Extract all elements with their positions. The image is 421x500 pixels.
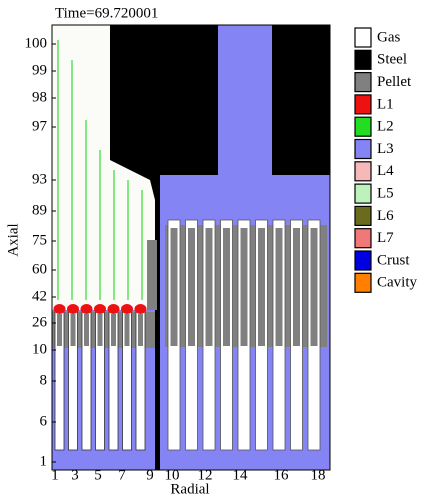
legend-label: L5 xyxy=(377,186,394,202)
legend-label: L4 xyxy=(377,163,394,179)
legend-swatch xyxy=(355,73,371,92)
x-axis-label: Radial xyxy=(170,481,209,497)
rod-gap xyxy=(125,350,130,447)
rod-pellet xyxy=(125,314,130,346)
rod-gap xyxy=(111,350,116,447)
rod-pellet xyxy=(71,314,76,346)
legend-swatch xyxy=(355,162,371,181)
l1-blob xyxy=(135,304,147,314)
legend-swatch xyxy=(355,117,371,136)
y-tick-label: 42 xyxy=(32,288,47,304)
l1-blob xyxy=(94,304,106,314)
legend-label: L1 xyxy=(377,96,394,112)
legend-swatch xyxy=(355,184,371,203)
legend-swatch xyxy=(355,206,371,225)
l1-blob xyxy=(121,304,133,314)
y-tick-label: 97 xyxy=(32,118,48,134)
legend-label: Steel xyxy=(377,52,407,68)
pellet-debris xyxy=(147,240,157,310)
x-tick-label: 3 xyxy=(71,467,79,483)
legend-swatch xyxy=(355,229,371,248)
rod-gap xyxy=(57,350,62,447)
y-tick-label: 89 xyxy=(32,202,47,218)
rod-pellet xyxy=(223,228,230,346)
rod-gap xyxy=(71,350,76,447)
l1-blob xyxy=(67,304,79,314)
rod-pellet xyxy=(188,228,195,346)
title: Time=69.720001 xyxy=(55,5,158,21)
y-tick-label: 10 xyxy=(32,341,47,357)
rod-pellet xyxy=(111,314,116,346)
legend-label: L7 xyxy=(377,230,394,246)
y-tick-label: 98 xyxy=(32,89,47,105)
legend-label: Crust xyxy=(377,252,410,268)
rod-pellet xyxy=(241,228,248,346)
x-tick-label: 1 xyxy=(51,467,59,483)
x-tick-label: 16 xyxy=(274,467,290,483)
l1-blob xyxy=(54,304,66,314)
y-tick-label: 93 xyxy=(32,171,47,187)
y-tick-label: 8 xyxy=(40,372,48,388)
y-tick-label: 99 xyxy=(32,62,47,78)
rod-pellet xyxy=(276,228,283,346)
legend-swatch xyxy=(355,50,371,69)
y-tick-label: 6 xyxy=(40,413,48,429)
l1-blob xyxy=(108,304,120,314)
y-tick-label: 100 xyxy=(25,35,48,51)
x-tick-label: 5 xyxy=(94,467,102,483)
legend-swatch xyxy=(355,273,371,292)
y-tick-label: 26 xyxy=(32,314,48,330)
rod-pellet xyxy=(171,228,178,346)
rod-pellet xyxy=(138,314,143,346)
x-tick-label: 9 xyxy=(146,467,154,483)
legend-label: Gas xyxy=(377,29,400,45)
y-tick-label: 1 xyxy=(40,453,48,469)
x-tick-label: 14 xyxy=(233,467,249,483)
x-tick-label: 7 xyxy=(118,467,126,483)
legend-label: L6 xyxy=(377,208,394,224)
legend-label: Pellet xyxy=(377,74,412,90)
y-axis-label: Axial xyxy=(5,223,21,256)
rod-pellet xyxy=(206,228,213,346)
y-tick-label: 75 xyxy=(32,232,47,248)
legend-swatch xyxy=(355,95,371,114)
rod-pellet xyxy=(84,314,89,346)
l1-blob xyxy=(81,304,93,314)
legend-swatch xyxy=(355,140,371,159)
legend-swatch xyxy=(355,251,371,270)
rod-gap xyxy=(98,350,103,447)
simulation-field xyxy=(52,25,330,470)
legend-label: Cavity xyxy=(377,275,417,291)
legend-label: L2 xyxy=(377,119,394,135)
rod-pellet xyxy=(258,228,265,346)
legend-swatch xyxy=(355,28,371,47)
legend-label: L3 xyxy=(377,141,394,157)
y-tick-label: 60 xyxy=(32,261,47,277)
x-tick-label: 18 xyxy=(311,467,326,483)
rod-pellet xyxy=(311,228,318,346)
rod-pellet xyxy=(57,314,62,346)
x-tick-label: 12 xyxy=(198,467,213,483)
rod-gap xyxy=(84,350,89,447)
rod-pellet xyxy=(293,228,300,346)
rod-gap xyxy=(138,350,143,447)
rod-pellet xyxy=(98,314,103,346)
screenshot: Time=69.720001 Axial Radial 100999897938… xyxy=(0,0,421,500)
x-tick-label: 10 xyxy=(165,467,180,483)
